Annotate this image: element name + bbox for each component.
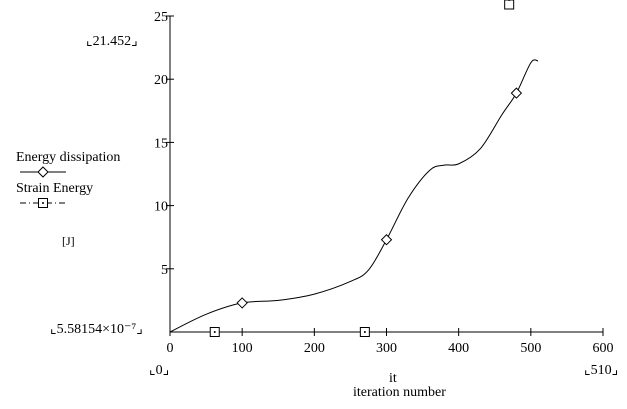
legend-label-energy-dissipation: Energy dissipation xyxy=(16,150,121,165)
x-axis-sublabel: iteration number xyxy=(353,385,446,400)
y-range-min-label: ⌞5.58154×10⁻⁷⌟ xyxy=(50,322,143,337)
energy-dissipation-marker xyxy=(380,234,393,246)
energy-dissipation-marker xyxy=(510,87,523,99)
y-tick-label: 20 xyxy=(154,73,168,88)
y-tick-label: 15 xyxy=(154,136,168,151)
legend-label-strain-energy: Strain Energy xyxy=(16,181,94,196)
energy-dissipation-line xyxy=(169,59,539,333)
legend-sample-energy-dissipation-marker xyxy=(37,166,49,178)
x-tick-label: 300 xyxy=(376,341,397,356)
x-range-min-label: ⌞0⌟ xyxy=(149,363,170,378)
x-tick-label: 200 xyxy=(304,341,325,356)
energy-dissipation-marker xyxy=(236,297,248,309)
x-range-max-label: ⌞510⌟ xyxy=(584,363,619,378)
x-tick-label: 0 xyxy=(167,341,174,356)
x-tick-label: 400 xyxy=(448,341,469,356)
y-range-max-label: ⌞21.452⌟ xyxy=(86,34,138,49)
legend-sample-strain-energy-dot xyxy=(42,202,44,204)
y-tick-label: 10 xyxy=(154,200,168,215)
x-tick-label: 600 xyxy=(593,341,614,356)
x-axis-label: it xyxy=(389,371,397,386)
y-tick-label: 25 xyxy=(154,10,168,25)
strain-energy-marker-dot xyxy=(363,331,366,333)
y-axis-label: [J] xyxy=(62,234,75,248)
x-tick-label: 500 xyxy=(520,341,541,356)
strain-energy-marker-dot xyxy=(213,331,216,333)
x-tick-label: 100 xyxy=(232,341,253,356)
strain-energy-marker-dot xyxy=(508,0,511,1)
strain-energy-marker xyxy=(504,0,515,10)
y-tick-label: 5 xyxy=(161,263,168,278)
